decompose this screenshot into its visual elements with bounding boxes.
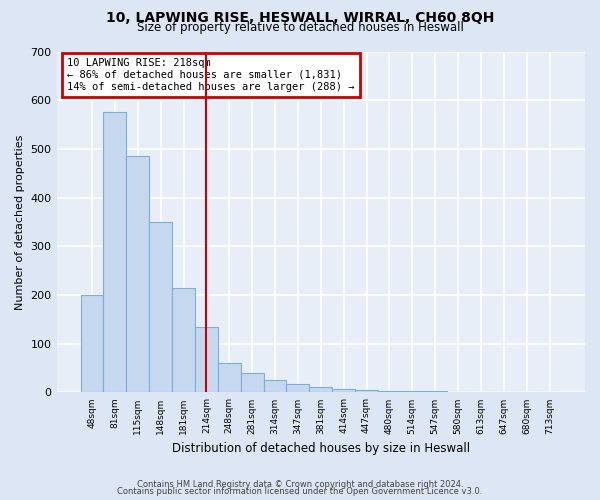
- Bar: [172, 288, 195, 393]
- Text: Contains HM Land Registry data © Crown copyright and database right 2024.: Contains HM Land Registry data © Crown c…: [137, 480, 463, 489]
- Text: 10, LAPWING RISE, HESWALL, WIRRAL, CH60 8QH: 10, LAPWING RISE, HESWALL, WIRRAL, CH60 …: [106, 11, 494, 25]
- Bar: [80, 295, 103, 392]
- Bar: [355, 390, 378, 392]
- Text: Contains public sector information licensed under the Open Government Licence v3: Contains public sector information licen…: [118, 487, 482, 496]
- Text: 10 LAPWING RISE: 218sqm
← 86% of detached houses are smaller (1,831)
14% of semi: 10 LAPWING RISE: 218sqm ← 86% of detache…: [67, 58, 355, 92]
- Bar: [218, 363, 241, 392]
- Bar: [127, 156, 149, 392]
- Bar: [103, 112, 127, 392]
- Bar: [286, 384, 310, 392]
- Y-axis label: Number of detached properties: Number of detached properties: [15, 134, 25, 310]
- Bar: [263, 380, 286, 392]
- Bar: [195, 326, 218, 392]
- Bar: [149, 222, 172, 392]
- Bar: [378, 391, 401, 392]
- Bar: [332, 388, 355, 392]
- X-axis label: Distribution of detached houses by size in Heswall: Distribution of detached houses by size …: [172, 442, 470, 455]
- Bar: [241, 373, 263, 392]
- Text: Size of property relative to detached houses in Heswall: Size of property relative to detached ho…: [137, 21, 463, 34]
- Bar: [310, 386, 332, 392]
